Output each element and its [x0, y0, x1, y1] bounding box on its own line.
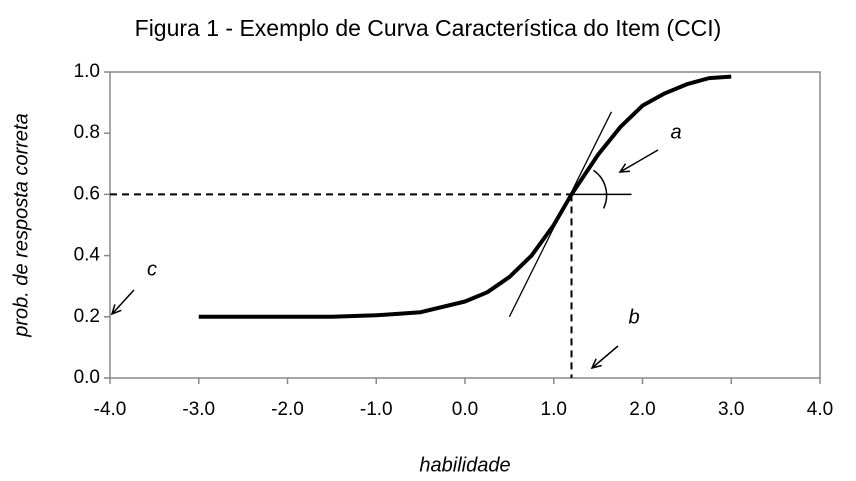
- y-tick-label: 0.2: [74, 306, 100, 327]
- x-tick-label: 2.0: [629, 399, 655, 420]
- y-tick-label: 0.8: [74, 122, 100, 143]
- x-tick-label: -3.0: [182, 399, 215, 420]
- plot-frame: [109, 71, 821, 379]
- annotation-label: b: [628, 306, 639, 328]
- x-tick-label: 3.0: [718, 399, 744, 420]
- y-tick-label: 1.0: [74, 61, 100, 82]
- annotation-label: c: [147, 258, 157, 280]
- annotation-label: a: [670, 121, 681, 143]
- x-tick-label: 0.0: [452, 399, 478, 420]
- x-tick-label: -1.0: [360, 399, 393, 420]
- y-tick-label: 0.6: [74, 183, 100, 204]
- y-axis-label: prob. de resposta correta: [10, 113, 32, 337]
- y-tick-label: 0.0: [74, 367, 100, 388]
- annotation-arrow: [111, 289, 135, 315]
- y-tick-label: 0.4: [74, 245, 101, 266]
- x-axis-label: habilidade: [419, 454, 510, 476]
- annotation-arrow-head: [590, 358, 602, 370]
- annotation-arrow: [619, 149, 659, 173]
- annotation-arrow-head: [618, 163, 631, 173]
- annotation-arrow-head: [110, 304, 122, 316]
- x-tick-label: -4.0: [94, 399, 127, 420]
- x-tick-label: -2.0: [271, 399, 304, 420]
- annotation-arrow: [591, 345, 619, 369]
- chart-title: Figura 1 - Exemplo de Curva Característi…: [135, 15, 722, 41]
- x-tick-label: 1.0: [541, 399, 567, 420]
- x-tick-label: 4.0: [807, 399, 833, 420]
- curve: [198, 74, 732, 319]
- angle-arc: [593, 169, 608, 209]
